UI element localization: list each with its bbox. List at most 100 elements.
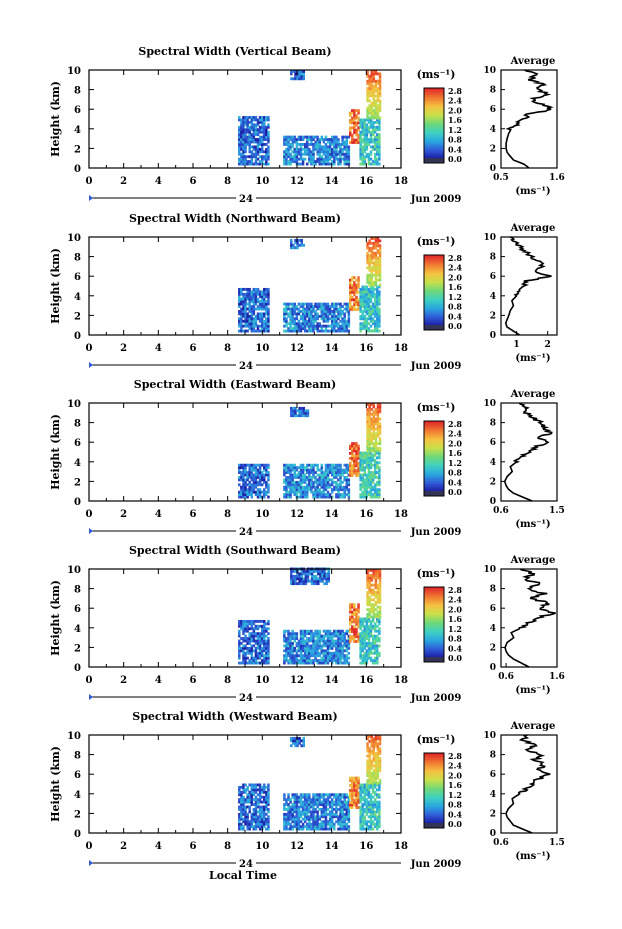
heatmap-cell [357, 461, 360, 465]
heatmap-cell [295, 483, 299, 487]
heatmap-cell [242, 302, 245, 306]
heatmap-cell [373, 287, 377, 291]
y-tick-label: 2 [74, 311, 81, 322]
heatmap-cell [289, 798, 292, 802]
heatmap-cell [306, 572, 310, 576]
heatmap-cell [378, 429, 382, 433]
colorbar-swatch [424, 641, 444, 644]
heatmap-cell [238, 820, 241, 824]
heatmap-cell [248, 488, 251, 492]
heatmap-cell [378, 72, 382, 76]
avg-y-tick-label: 2 [490, 477, 496, 487]
heatmap-cell [357, 605, 360, 609]
heatmap-cell [330, 147, 334, 151]
heatmap-cell [295, 155, 299, 159]
heatmap-cell [324, 319, 328, 323]
heatmap-cell [242, 646, 245, 650]
heatmap-cell [368, 447, 371, 450]
heatmap-cell [248, 627, 251, 631]
heatmap-cell [361, 476, 364, 479]
heatmap-cell [242, 147, 245, 151]
heatmap-cell [343, 654, 346, 658]
heatmap-cell [368, 410, 371, 414]
heatmap-cell [256, 327, 260, 331]
heatmap-cell [287, 793, 290, 797]
heatmap-cell [301, 302, 305, 306]
heatmap-cell [367, 312, 371, 316]
heatmap-cell [289, 800, 292, 804]
heatmap-cell [328, 827, 332, 831]
heatmap-cell [267, 627, 270, 631]
heatmap-cell [333, 471, 336, 474]
heatmap-cell [252, 322, 256, 326]
heatmap-cell [368, 79, 371, 83]
heatmap-cell [258, 654, 262, 658]
heatmap-cell [363, 307, 367, 311]
heatmap-cell [289, 634, 292, 638]
heatmap-cell [363, 287, 367, 291]
heatmap-cell [369, 478, 373, 482]
heatmap-cell [316, 632, 319, 636]
colorbar-swatch [424, 137, 444, 140]
heatmap-cell [287, 798, 290, 802]
heatmap-cell [295, 634, 299, 638]
heatmap-cell [341, 485, 344, 489]
heatmap-cell [283, 661, 286, 665]
heatmap-cell [370, 89, 373, 93]
heatmap-cell [357, 610, 360, 614]
heatmap-cell [339, 639, 342, 643]
heatmap-cell [285, 476, 288, 479]
heatmap-cell [361, 654, 364, 658]
heatmap-cell [240, 642, 243, 645]
heatmap-cell [246, 160, 249, 164]
heatmap-cell [347, 644, 351, 648]
heatmap-cell [316, 138, 319, 141]
heatmap-cell [326, 661, 330, 665]
heatmap-cell [333, 147, 336, 151]
heatmap-cell [349, 610, 352, 614]
heatmap-cell [256, 468, 260, 472]
heatmap-cell [365, 485, 369, 489]
heatmap-cell [258, 302, 262, 306]
heatmap-cell [294, 569, 297, 573]
heatmap-cell [252, 123, 256, 127]
heatmap-cell [355, 141, 358, 144]
heatmap-cell [254, 307, 258, 311]
heatmap-cell [244, 312, 247, 316]
heatmap-cell [378, 456, 381, 460]
heatmap-cell [372, 569, 376, 572]
heatmap-cell [250, 297, 254, 301]
heatmap-cell [341, 322, 344, 326]
heatmap-cell [370, 427, 373, 431]
heatmap-cell [371, 295, 375, 299]
heatmap-cell [333, 795, 336, 799]
heatmap-cell [297, 485, 301, 489]
x-tick-label: 6 [190, 176, 197, 187]
heatmap-cell [367, 138, 371, 141]
heatmap-cell [335, 800, 338, 804]
heatmap-cell [372, 449, 376, 453]
heatmap-cell [339, 145, 342, 149]
heatmap-cell [254, 820, 258, 824]
heatmap-cell [347, 808, 351, 811]
heatmap-cell [357, 625, 360, 629]
heatmap-cell [376, 573, 380, 577]
heatmap-cell [316, 820, 319, 824]
colorbar-swatch [424, 138, 444, 141]
heatmap-cell [335, 639, 338, 643]
heatmap-cell [256, 140, 260, 144]
heatmap-cell [365, 155, 369, 159]
colorbar-swatch [424, 592, 444, 595]
heatmap-cell [361, 466, 364, 470]
heatmap-cell [303, 793, 307, 797]
heatmap-cell [374, 256, 378, 260]
heatmap-cell [254, 329, 258, 333]
heatmap-cell [314, 162, 317, 166]
heatmap-cell [296, 414, 299, 418]
heatmap-cell [351, 109, 354, 113]
heatmap-cell [361, 157, 364, 161]
heatmap-cell [263, 783, 266, 787]
heatmap-cell [250, 314, 254, 318]
heatmap-cell [322, 485, 326, 489]
colorbar-swatch [424, 283, 444, 286]
